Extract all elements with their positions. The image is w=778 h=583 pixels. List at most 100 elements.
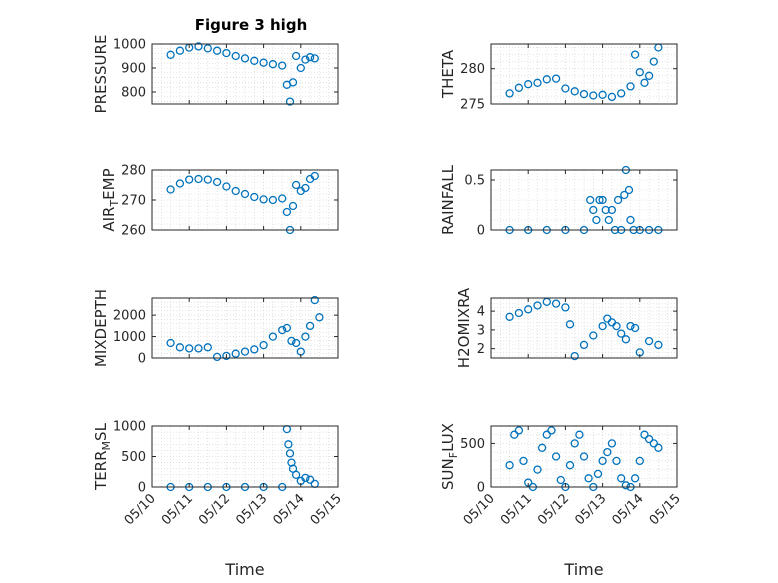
terr-msl-xtick-label: 05/15	[308, 491, 345, 528]
air-temp-point	[291, 180, 301, 190]
air-temp-point	[203, 175, 212, 184]
mixdepth-point	[175, 343, 185, 352]
sun-flux-axes-box	[490, 425, 678, 488]
sun-flux-point	[510, 430, 519, 439]
mixdepth-ylabel: MIXDEPTH	[92, 289, 110, 367]
pressure-point	[285, 97, 295, 106]
theta-point	[505, 89, 514, 98]
h2omixra-point	[533, 301, 542, 310]
sun-flux-point	[612, 456, 621, 466]
mixdepth-point	[268, 332, 278, 341]
air-temp-point	[185, 175, 194, 184]
mixdepth-ytick-label: 2000	[113, 309, 146, 324]
h2omixra-point	[621, 335, 631, 344]
air-temp-point	[310, 171, 319, 181]
sun-flux-point	[644, 434, 654, 444]
air-temp-point	[278, 194, 287, 203]
rainfall-point	[601, 205, 610, 215]
air-temp-ylabel: AIRTEMP	[100, 168, 121, 231]
theta-point	[551, 74, 561, 83]
air-temp-point	[166, 185, 175, 194]
h2omixra-point	[514, 308, 524, 318]
rainfall-point	[589, 205, 598, 215]
air-temp-point	[250, 192, 259, 202]
h2omixra-point	[630, 323, 640, 333]
theta-axes-box	[490, 43, 678, 105]
rainfall-point	[598, 195, 607, 205]
mixdepth-point	[278, 325, 287, 335]
rainfall-ylabel: RAINFALL	[439, 164, 457, 235]
pressure-ytick-label: 1000	[113, 38, 146, 53]
sun-flux-point	[584, 474, 593, 483]
theta-point	[598, 90, 607, 99]
h2omixra-point	[589, 331, 598, 340]
terr-msl-xtick-label: 05/12	[196, 491, 233, 528]
theta-point	[533, 78, 542, 87]
theta-point	[649, 57, 658, 66]
rainfall-point	[586, 195, 595, 205]
mixdepth-point	[305, 321, 315, 331]
h2omixra-point	[598, 321, 607, 331]
terr-msl-panel: 0 500 1000 05/10 05/11 05/12 05/13 05/14 05/15 Ti…	[92, 420, 345, 580]
mixdepth-ytick-label: 1000	[113, 330, 146, 345]
rainfall-axes-box	[490, 169, 678, 231]
sun-flux-point	[565, 461, 575, 470]
sun-flux-point	[505, 461, 514, 470]
sun-flux-xtick-label: 05/13	[572, 491, 609, 528]
sun-flux-point	[579, 452, 589, 461]
terr-msl-xtick-label: 05/10	[122, 491, 159, 528]
sun-flux-point	[593, 469, 603, 479]
pressure-point	[166, 50, 175, 59]
air-temp-point	[259, 195, 268, 204]
pressure-point	[296, 63, 305, 73]
h2omixra-point	[612, 321, 621, 331]
sun-flux-ytick-label: 0	[477, 481, 485, 496]
theta-point	[514, 83, 524, 92]
mixdepth-point	[291, 338, 301, 348]
sun-flux-point	[547, 426, 556, 435]
air-temp-point	[282, 207, 292, 217]
air-temp-point	[231, 186, 240, 196]
sun-flux-xlabel: Time	[563, 560, 603, 579]
terr-msl-ytick-label: 1000	[113, 420, 146, 435]
mixdepth-point	[315, 313, 324, 322]
sun-flux-point	[570, 439, 579, 448]
sun-flux-point	[654, 443, 663, 452]
h2omixra-point	[524, 305, 533, 314]
h2omixra-point	[654, 340, 663, 350]
sun-flux-point	[575, 430, 584, 439]
theta-point	[635, 68, 644, 77]
figure-title: Figure 3 high	[195, 16, 308, 34]
pressure-ylabel: PRESSURE	[92, 35, 110, 114]
rainfall-point	[592, 215, 601, 225]
h2omixra-ytick-label: 4	[477, 305, 485, 320]
h2omixra-axes-box	[490, 297, 678, 359]
mixdepth-ytick-label: 0	[138, 352, 146, 367]
sun-flux-point	[607, 439, 617, 448]
terr-msl-point	[301, 473, 310, 483]
h2omixra-point	[505, 312, 514, 321]
pressure-point	[240, 54, 250, 63]
h2omixra-point	[561, 303, 570, 312]
mixdepth-grid	[151, 297, 339, 359]
pressure-point	[301, 55, 310, 64]
air-temp-point	[301, 183, 310, 193]
pressure-point	[194, 42, 203, 51]
sun-flux-point	[621, 481, 631, 490]
pressure-point	[305, 53, 315, 62]
air-temp-ytick-label: 260	[121, 224, 146, 239]
pressure-point	[175, 46, 185, 55]
air-temp-ytick-label: 280	[121, 164, 146, 179]
terr-msl-point	[305, 475, 315, 484]
air-temp-point	[222, 182, 231, 191]
pressure-grid	[151, 43, 339, 104]
pressure-point	[268, 60, 278, 69]
air-temp-point	[268, 195, 278, 205]
sun-flux-xtick-label: 05/14	[610, 491, 647, 528]
h2omixra-point	[565, 320, 575, 329]
air-temp-point	[194, 174, 203, 184]
air-temp-grid	[151, 169, 339, 231]
